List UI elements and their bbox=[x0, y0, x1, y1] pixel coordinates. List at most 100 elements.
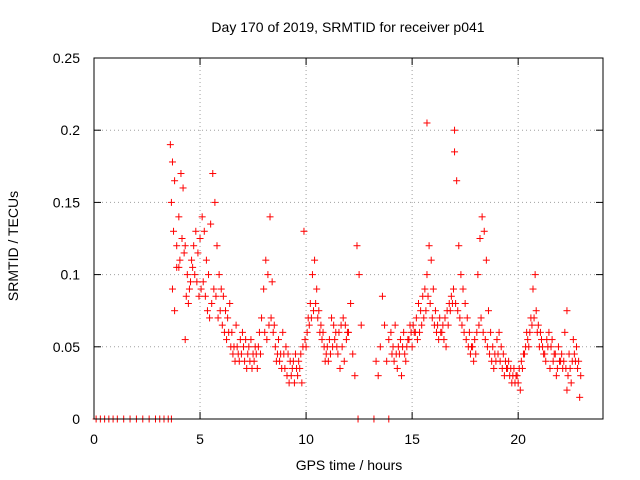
data-point bbox=[567, 379, 575, 387]
data-point bbox=[316, 328, 324, 336]
data-point bbox=[200, 227, 208, 235]
data-point bbox=[287, 372, 295, 380]
data-point bbox=[219, 292, 227, 300]
data-point bbox=[217, 285, 225, 293]
data-point bbox=[276, 357, 284, 365]
data-point bbox=[437, 328, 445, 336]
data-point bbox=[490, 364, 498, 372]
data-point bbox=[301, 336, 309, 344]
data-point bbox=[227, 343, 235, 351]
data-point bbox=[326, 350, 334, 358]
data-point bbox=[552, 372, 560, 380]
data-point bbox=[409, 321, 417, 329]
data-point bbox=[297, 350, 305, 358]
data-point bbox=[471, 336, 479, 344]
data-point bbox=[418, 321, 426, 329]
data-point bbox=[405, 336, 413, 344]
data-point bbox=[480, 227, 488, 235]
data-point bbox=[558, 350, 566, 358]
data-point bbox=[263, 336, 271, 344]
data-point bbox=[493, 336, 501, 344]
data-point bbox=[443, 307, 451, 315]
data-point bbox=[457, 271, 465, 279]
y-axis-label: SRMTID / TECUs bbox=[5, 191, 21, 301]
data-point bbox=[179, 184, 187, 192]
data-point bbox=[201, 292, 209, 300]
data-point bbox=[324, 357, 332, 365]
data-point bbox=[341, 321, 349, 329]
data-point bbox=[422, 307, 430, 315]
data-point bbox=[566, 364, 574, 372]
data-point bbox=[211, 198, 219, 206]
data-point bbox=[177, 170, 185, 178]
data-point bbox=[528, 321, 536, 329]
data-point bbox=[400, 328, 408, 336]
data-point bbox=[570, 350, 578, 358]
data-point bbox=[475, 321, 483, 329]
data-point bbox=[454, 307, 462, 315]
data-point bbox=[526, 328, 534, 336]
data-point bbox=[420, 314, 428, 322]
data-point bbox=[203, 307, 211, 315]
data-point bbox=[449, 285, 457, 293]
grid-lines bbox=[94, 58, 603, 419]
data-point bbox=[331, 336, 339, 344]
y-tick-label: 0.05 bbox=[53, 339, 80, 355]
chart-title: Day 170 of 2019, SRMTID for receiver p04… bbox=[211, 19, 484, 35]
data-point bbox=[349, 350, 357, 358]
x-axis-label: GPS time / hours bbox=[296, 457, 403, 473]
data-point bbox=[357, 321, 365, 329]
data-point bbox=[250, 357, 258, 365]
data-point bbox=[269, 328, 277, 336]
data-point bbox=[561, 328, 569, 336]
data-point bbox=[487, 328, 495, 336]
data-point bbox=[310, 307, 318, 315]
data-point bbox=[441, 314, 449, 322]
data-point bbox=[516, 386, 524, 394]
y-tick-label: 0.15 bbox=[53, 194, 80, 210]
data-point bbox=[530, 314, 538, 322]
data-point bbox=[575, 357, 583, 365]
x-tick-label: 10 bbox=[298, 431, 314, 447]
data-point bbox=[424, 292, 432, 300]
data-point bbox=[531, 271, 539, 279]
data-point bbox=[416, 328, 424, 336]
data-point bbox=[248, 364, 256, 372]
data-point bbox=[423, 271, 431, 279]
data-point bbox=[233, 343, 241, 351]
data-point bbox=[170, 227, 178, 235]
data-point bbox=[563, 386, 571, 394]
data-point bbox=[340, 357, 348, 365]
data-point bbox=[189, 263, 197, 271]
data-point bbox=[198, 213, 206, 221]
data-point bbox=[314, 314, 322, 322]
data-point bbox=[264, 271, 272, 279]
data-point bbox=[429, 285, 437, 293]
data-point bbox=[175, 213, 183, 221]
data-point bbox=[402, 357, 410, 365]
data-point bbox=[205, 271, 213, 279]
data-point bbox=[519, 350, 527, 358]
data-point bbox=[192, 227, 200, 235]
data-point bbox=[317, 321, 325, 329]
data-point bbox=[428, 314, 436, 322]
data-point bbox=[266, 213, 274, 221]
data-point bbox=[244, 350, 252, 358]
data-point bbox=[462, 336, 470, 344]
data-point bbox=[534, 321, 542, 329]
data-point bbox=[398, 372, 406, 380]
data-point bbox=[188, 256, 196, 264]
plot-frame bbox=[93, 57, 604, 420]
x-tick-label: 15 bbox=[404, 431, 420, 447]
data-point bbox=[456, 314, 464, 322]
data-point bbox=[387, 328, 395, 336]
data-point bbox=[392, 350, 400, 358]
data-point bbox=[524, 336, 532, 344]
data-point bbox=[279, 328, 287, 336]
data-point bbox=[455, 242, 463, 250]
data-point bbox=[563, 307, 571, 315]
data-point bbox=[312, 299, 320, 307]
data-point bbox=[461, 299, 469, 307]
data-point bbox=[569, 336, 577, 344]
